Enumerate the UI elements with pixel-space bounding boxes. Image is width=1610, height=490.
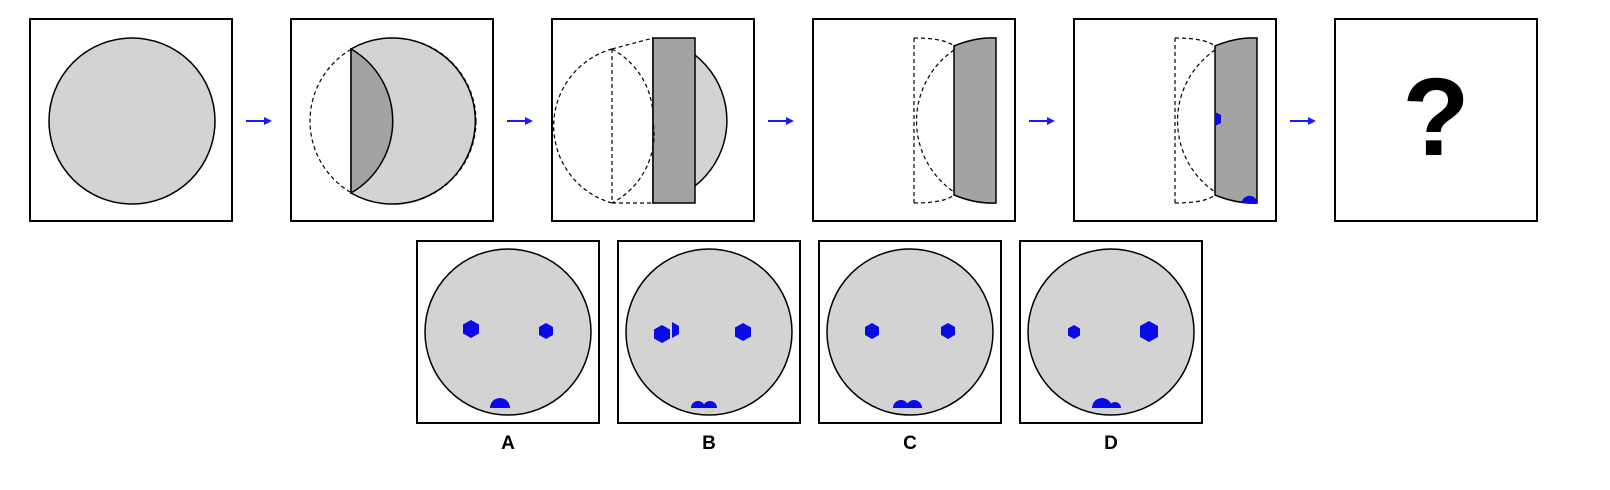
fold-step-2-drawing (309, 37, 477, 205)
arrow-2-icon (506, 114, 534, 132)
step-4-panel (812, 18, 1016, 222)
punched-hole-half-circle-icon (1242, 195, 1257, 203)
arrow-5-icon (1289, 114, 1317, 132)
hole-half-circle-icon (1109, 402, 1121, 408)
full-paper-circle (48, 37, 216, 205)
punched-hole-hexagon-icon (1215, 112, 1221, 126)
option-c-drawing (826, 248, 994, 416)
hole-hexagon-icon (539, 323, 553, 339)
fold-step-5-drawing (1174, 37, 1258, 204)
arrow-1-icon (245, 114, 273, 132)
hole-hexagon-icon (941, 323, 955, 339)
option-b-drawing (625, 248, 793, 416)
hole-half-circle-icon (703, 401, 717, 408)
option-a-drawing (424, 248, 592, 416)
step-3-panel (551, 18, 755, 222)
hole-hexagon-icon (654, 325, 670, 343)
hole-hexagon-icon (1068, 325, 1080, 339)
hole-half-circle-icon (893, 400, 909, 408)
step-5-panel (1073, 18, 1277, 222)
step-2-panel (290, 18, 494, 222)
arrow-3-icon (767, 114, 795, 132)
option-a-panel[interactable] (416, 240, 600, 424)
option-b-label: B (702, 433, 716, 454)
option-a-label: A (501, 433, 515, 454)
option-c-panel[interactable] (818, 240, 1002, 424)
step-1-panel (29, 18, 233, 222)
option-d-label: D (1104, 433, 1118, 454)
question-panel: ? (1334, 18, 1538, 222)
arrow-4-icon (1028, 114, 1056, 132)
hole-half-circle-icon (906, 400, 922, 408)
hole-half-circle-icon (691, 401, 705, 408)
option-c-label: C (903, 433, 917, 454)
hole-half-circle-icon (490, 398, 510, 408)
hole-hexagon-icon (735, 323, 751, 341)
fold-step-4-drawing (913, 37, 997, 204)
question-mark: ? (1402, 56, 1470, 179)
hole-half-hexagon-icon (672, 322, 679, 338)
option-d-drawing (1027, 248, 1195, 416)
hole-half-circle-icon (1092, 398, 1112, 408)
hole-hexagon-icon (463, 320, 479, 338)
hole-hexagon-icon (1140, 321, 1158, 342)
option-b-panel[interactable] (617, 240, 801, 424)
hole-hexagon-icon (865, 323, 879, 339)
fold-step-3-drawing (553, 37, 728, 204)
option-d-panel[interactable] (1019, 240, 1203, 424)
